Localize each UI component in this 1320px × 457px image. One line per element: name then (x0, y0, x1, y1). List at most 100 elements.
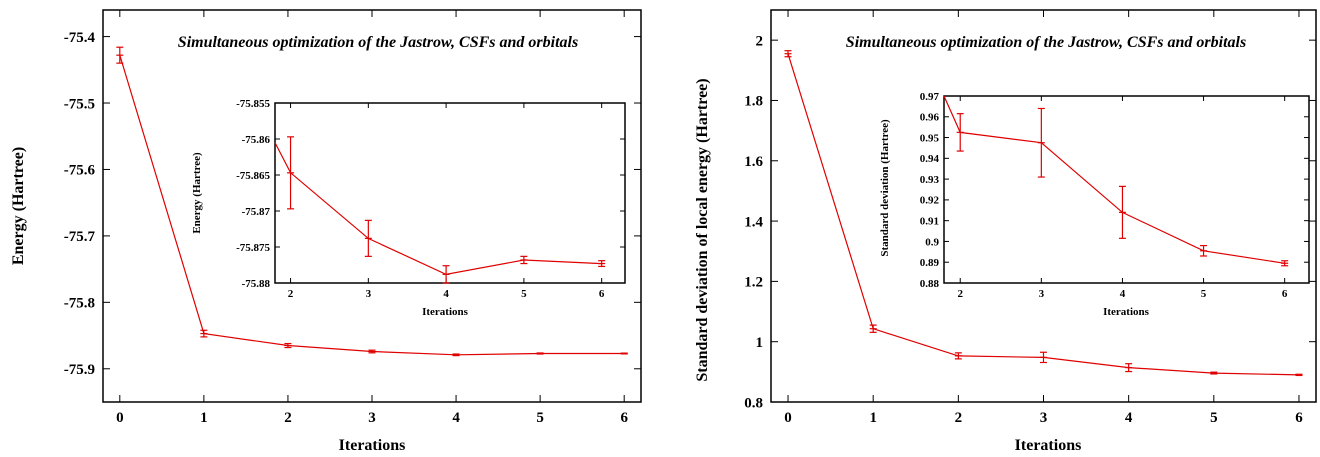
right-error-bar (1295, 373, 1303, 377)
left-y-ticks: -75.4 -75.5 -75.6 -75.7 -75.8 -75.9 (64, 30, 641, 378)
right-x-tick-label: 5 (1210, 410, 1218, 426)
right-x-tick-label: 6 (1295, 410, 1303, 426)
right-inset-x-tick-label: 3 (1039, 288, 1045, 300)
right-inset-y-ticks: 0.97 0.96 0.95 0.94 0.93 0.92 0.91 0.9 0.89 0.88 (920, 91, 1309, 290)
left-inset-y-axis-label: Energy (Hartree) (191, 152, 203, 234)
right-y-axis-label: Standard deviation of local energy (Hart… (694, 78, 711, 381)
left-inset-y-tick-label: -75.88 (242, 278, 271, 290)
right-y-ticks: 0.8 1 1.2 1.4 1.6 1.8 2 (744, 33, 1316, 411)
left-x-tick-label: 6 (620, 410, 628, 426)
right-inset-y-tick-label: 0.89 (920, 257, 940, 269)
left-y-tick-label: -75.7 (64, 229, 96, 245)
right-x-tick-label: 0 (784, 410, 792, 426)
right-inset-x-tick-label: 4 (1120, 288, 1126, 300)
right-x-ticks: 0 1 2 3 4 5 6 (784, 10, 1303, 426)
left-inset-y-ticks: -75.855 -75.86 -75.865 -75.87 -75.875 -75.88 (236, 98, 625, 290)
left-inset-error-bar (287, 136, 295, 210)
right-inset-y-tick-label: 0.95 (920, 132, 940, 144)
right-y-tick-label: 1.8 (744, 94, 763, 110)
left-x-tick-label: 5 (536, 410, 544, 426)
left-inset-error-bar (598, 260, 606, 268)
left-inset-x-tick-label: 3 (366, 288, 372, 300)
left-inset-series-line (274, 142, 602, 276)
right-error-bar (784, 50, 792, 58)
left-x-tick-label: 0 (116, 410, 124, 426)
left-inset-x-tick-label: 4 (443, 288, 449, 300)
left-chart-title: Simultaneous optimization of the Jastrow… (178, 34, 578, 51)
left-inset-error-bar (364, 219, 372, 257)
left-error-bar (620, 352, 628, 355)
right-chart-title: Simultaneous optimization of the Jastrow… (846, 34, 1246, 51)
right-stddev-chart: 0.8 1 1.2 1.4 1.6 1.8 2 0 1 2 3 4 5 6 Simultaneous o… (694, 9, 1317, 454)
right-inset-y-tick-label: 0.96 (920, 112, 940, 124)
left-inset-x-tick-label: 2 (288, 288, 294, 300)
right-inset-x-tick-label: 5 (1201, 288, 1207, 300)
right-inset-chart: 0.970.960.950.940.930.920.910.90.890.88 … (879, 91, 1310, 318)
left-error-bar (284, 342, 292, 349)
right-y-tick-label: 2 (756, 33, 764, 49)
left-inset-y-tick-label: -75.875 (236, 242, 270, 254)
left-error-bar (452, 353, 460, 357)
left-inset-x-tick-label: 6 (599, 288, 605, 300)
left-inset-x-axis-label: Iterations (422, 306, 469, 318)
right-y-tick-label: 1.6 (744, 154, 763, 170)
left-error-bar (368, 349, 376, 354)
right-inset-bg (944, 96, 1309, 283)
right-inset-x-tick-label: 6 (1282, 288, 1288, 300)
right-y-tick-label: 1 (756, 335, 764, 351)
left-inset-y-tick-label: -75.86 (242, 134, 271, 146)
right-inset-frame (943, 95, 1310, 284)
left-y-tick-label: -75.6 (64, 163, 96, 179)
right-inset-y-tick-label: 0.97 (920, 91, 940, 103)
left-y-axis-label: Energy (Hartree) (10, 147, 27, 265)
left-error-bar (116, 46, 124, 64)
right-x-axis-label: Iterations (1015, 437, 1082, 454)
left-inset-error-bar (520, 255, 528, 265)
right-inset-error-bar (1037, 107, 1045, 178)
left-error-bar (200, 329, 208, 338)
right-y-tick-label: 1.4 (744, 214, 763, 230)
right-inset-y-tick-label: 0.93 (920, 174, 940, 186)
right-inset-x-tick-label: 2 (957, 288, 963, 300)
right-inset-y-axis-label: Standard deviation (Hartree) (879, 119, 891, 257)
left-x-tick-label: 4 (452, 410, 460, 426)
left-inset-y-tick-label: -75.87 (242, 206, 271, 218)
left-x-tick-label: 1 (200, 410, 208, 426)
right-inset-y-tick-label: 0.92 (920, 195, 940, 207)
right-inset-error-bar (1200, 245, 1208, 257)
right-error-bar (869, 324, 877, 333)
right-x-tick-label: 3 (1040, 410, 1048, 426)
right-inset-y-tick-label: 0.94 (920, 153, 940, 165)
right-inset-series (943, 95, 1289, 267)
right-inset-error-bar (956, 113, 964, 152)
left-inset-chart: -75.855-75.86-75.865-75.87-75.875-75.88 … (191, 98, 626, 318)
left-inset-y-tick-label: -75.865 (236, 170, 270, 182)
right-series (784, 50, 1303, 377)
left-inset-x-ticks: 2 3 4 5 6 (288, 103, 605, 300)
left-inset-x-tick-label: 5 (521, 288, 527, 300)
left-inset-frame (274, 102, 626, 284)
right-inset-series-line (943, 95, 1285, 264)
left-error-bar (536, 352, 544, 355)
left-inset-series (274, 136, 606, 284)
right-inset-error-bar (1281, 260, 1289, 267)
left-y-tick-label: -75.8 (64, 296, 95, 312)
right-inset-y-tick-label: 0.88 (920, 278, 940, 290)
left-inset-y-tick-label: -75.855 (236, 98, 270, 110)
right-inset-error-bar (1118, 185, 1126, 239)
right-y-tick-label: 1.2 (744, 275, 763, 291)
left-y-tick-label: -75.5 (64, 96, 95, 112)
right-error-bar (1125, 363, 1133, 373)
right-inset-x-axis-label: Iterations (1103, 306, 1150, 318)
left-inset-error-bar (442, 265, 450, 284)
left-x-ticks: 0 1 2 3 4 5 6 (116, 10, 628, 426)
right-error-bar (1210, 371, 1218, 375)
left-energy-chart: -75.4 -75.5 -75.6 -75.7 -75.8 -75.9 0 1 2 3 4 5 6 S… (10, 9, 642, 454)
right-inset-y-tick-label: 0.9 (925, 236, 939, 248)
right-x-tick-label: 1 (869, 410, 877, 426)
right-inset-x-ticks: 2 3 4 5 6 (957, 96, 1288, 300)
left-x-tick-label: 3 (368, 410, 376, 426)
left-x-axis-label: Iterations (339, 437, 406, 454)
left-y-tick-label: -75.4 (64, 30, 96, 46)
